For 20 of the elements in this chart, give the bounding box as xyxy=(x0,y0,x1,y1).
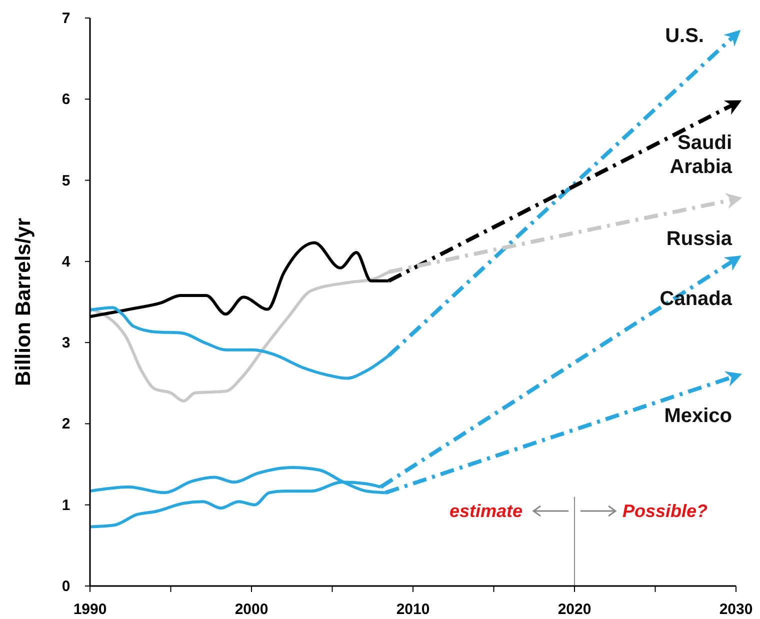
y-tick-label: 0 xyxy=(62,578,70,595)
annotation: estimate xyxy=(449,501,522,522)
series-label: Russia xyxy=(666,228,733,250)
annotation: Possible? xyxy=(622,501,708,522)
x-tick-label: 2030 xyxy=(719,601,753,618)
y-tick-label: 1 xyxy=(62,496,70,514)
y-tick-label: 5 xyxy=(62,172,70,190)
x-tick-label: 2020 xyxy=(558,601,592,618)
x-tick-label: 2010 xyxy=(396,601,430,618)
y-tick-label: 4 xyxy=(62,253,71,270)
y-tick-label: 2 xyxy=(62,416,70,433)
y-tick-label: 7 xyxy=(62,10,70,27)
y-axis-title: Billion Barrels/yr xyxy=(12,218,35,386)
series-label: U.S. xyxy=(665,25,704,48)
y-tick-label: 3 xyxy=(62,334,70,352)
x-tick-label: 2000 xyxy=(234,601,268,618)
series-label: Mexico xyxy=(664,404,732,427)
x-tick-label: 1990 xyxy=(73,601,107,618)
y-tick-label: 6 xyxy=(62,91,70,108)
series-label: Saudi Arabia xyxy=(670,132,733,178)
